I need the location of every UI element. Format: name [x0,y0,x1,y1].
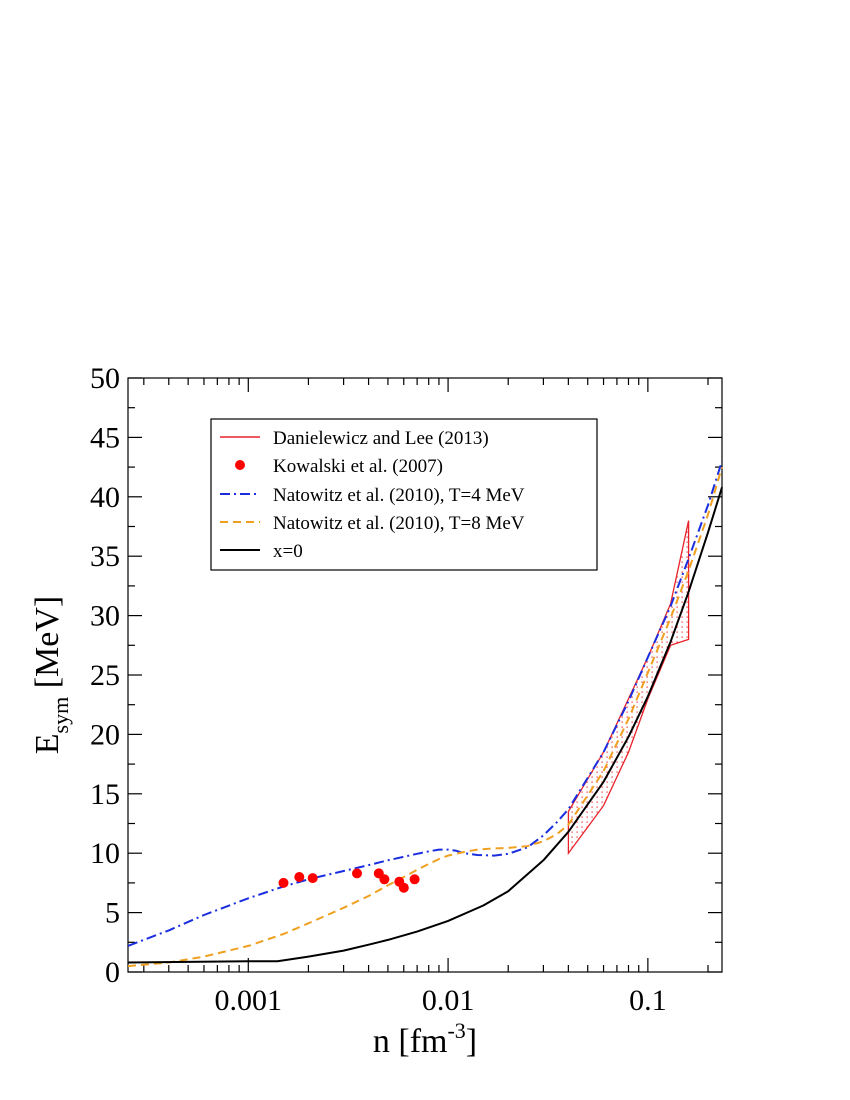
kowalski-point [409,874,420,885]
legend-swatch-points [235,460,245,470]
y-tick-label: 10 [90,837,120,870]
points-layer [278,868,420,893]
y-tick-label: 45 [90,421,120,454]
kowalski-point [294,872,305,882]
series-nat8-line [127,466,723,968]
legend-box [210,418,598,571]
y-axis-title: Esym [MeV] [29,596,73,755]
kowalski-point [352,868,362,879]
y-tick-label: 25 [90,659,120,692]
x-axis-title: n [fm-3] [373,1018,477,1060]
x-tick-label: 0.001 [215,984,283,1017]
legend-label: Natowitz et al. (2010), T=8 MeV [273,513,525,534]
kowalski-point [307,873,318,884]
series-x0-line [127,487,723,964]
x-tick-label: 0.1 [629,984,667,1017]
legend: Danielewicz and Lee (2013) Kowalski et a… [210,418,598,571]
y-tick-label: 35 [90,540,120,573]
series-layer [127,460,723,968]
y-tick-label: 0 [105,956,120,989]
y-tick-label: 30 [90,600,120,633]
legend-label: Natowitz et al. (2010), T=4 MeV [273,485,525,506]
kowalski-point [398,882,409,893]
y-tick-label: 5 [105,897,120,930]
x-tick-labels: 0.001 0.01 0.1 [215,984,667,1017]
y-tick-label: 15 [90,778,120,811]
y-tick-label: 40 [90,481,120,514]
x-tick-label: 0.01 [422,984,475,1017]
legend-label: Kowalski et al. (2007) [273,456,443,477]
y-tick-label: 20 [90,718,120,751]
kowalski-point [379,874,390,885]
legend-label: Danielewicz and Lee (2013) [273,428,489,449]
kowalski-point [278,877,289,888]
band-layer [567,520,690,856]
axis-ticks [128,377,722,973]
legend-label: x=0 [273,541,303,562]
y-tick-label: 50 [90,362,120,395]
y-tick-labels: 0 5 10 15 20 25 30 35 40 45 50 [90,362,120,989]
band-danielewicz [567,520,690,856]
